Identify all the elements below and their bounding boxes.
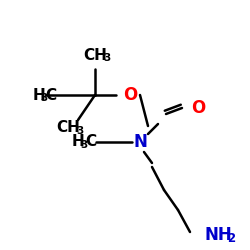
Text: N: N <box>133 133 147 151</box>
Text: CH: CH <box>56 120 80 136</box>
Text: H: H <box>33 88 46 102</box>
Text: H: H <box>72 134 85 150</box>
Text: NH: NH <box>205 226 233 244</box>
Text: C: C <box>45 88 56 102</box>
Text: 3: 3 <box>76 126 84 136</box>
Text: 3: 3 <box>80 140 87 150</box>
Text: O: O <box>123 86 137 104</box>
Text: 2: 2 <box>227 232 235 245</box>
Text: C: C <box>85 134 96 150</box>
Text: 3: 3 <box>104 53 110 63</box>
Text: CH: CH <box>83 48 107 62</box>
Text: O: O <box>191 99 205 117</box>
Text: 3: 3 <box>40 93 47 103</box>
